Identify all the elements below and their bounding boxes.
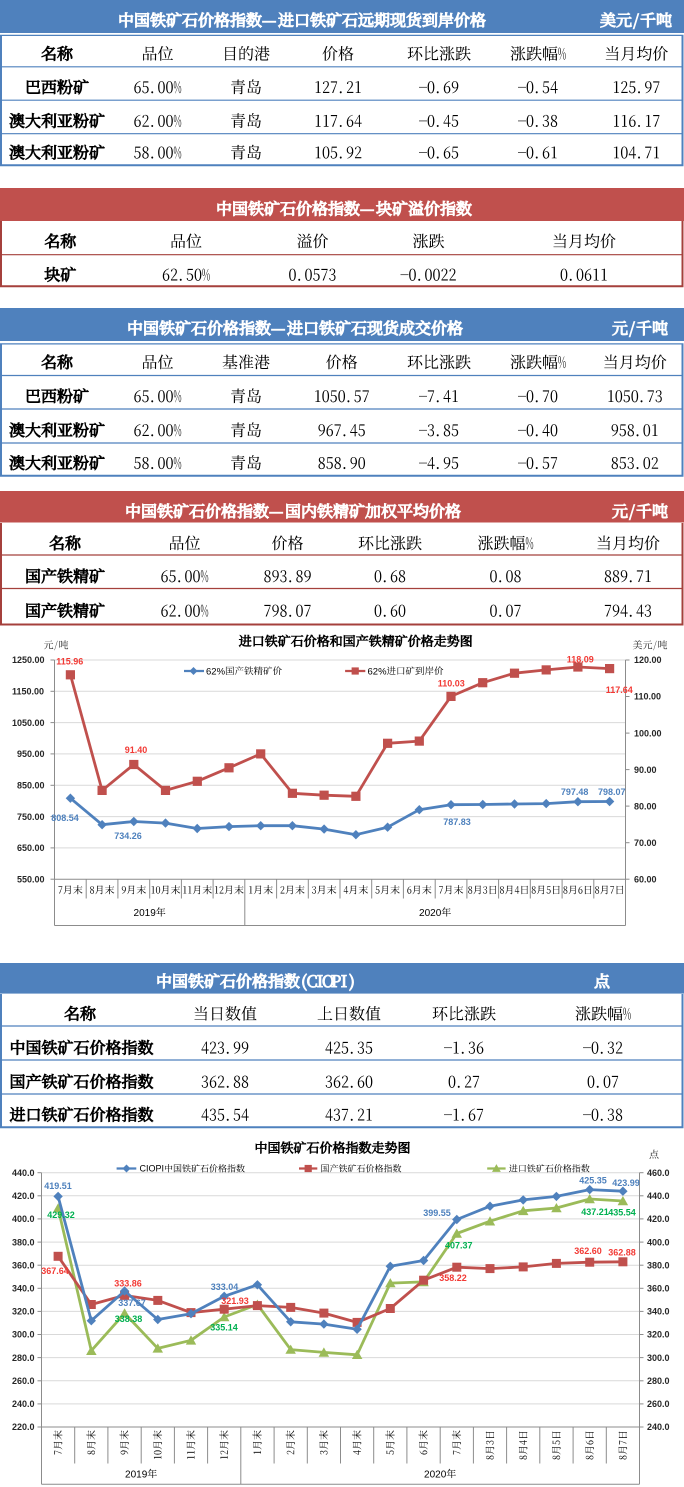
svg-text:360.0: 360.0 bbox=[647, 1283, 670, 1293]
svg-text:240.0: 240.0 bbox=[12, 1399, 35, 1409]
svg-text:280.0: 280.0 bbox=[12, 1353, 35, 1363]
svg-text:2020: 2020 bbox=[419, 908, 442, 919]
svg-text:850.00: 850.00 bbox=[17, 780, 45, 790]
svg-text:362.60: 362.60 bbox=[574, 1246, 602, 1256]
svg-text:400.0: 400.0 bbox=[12, 1214, 35, 1224]
svg-text:399.55: 399.55 bbox=[423, 1208, 451, 1218]
svg-text:787.83: 787.83 bbox=[443, 817, 471, 827]
svg-text:362.88: 362.88 bbox=[608, 1247, 636, 1257]
svg-text:321.93: 321.93 bbox=[221, 1296, 249, 1306]
svg-text:460.0: 460.0 bbox=[647, 1168, 670, 1178]
svg-text:950.00: 950.00 bbox=[17, 749, 45, 759]
svg-text:120.00: 120.00 bbox=[634, 655, 662, 665]
svg-text:419.51: 419.51 bbox=[44, 1181, 72, 1191]
svg-text:1150.00: 1150.00 bbox=[12, 687, 44, 697]
svg-text:118.09: 118.09 bbox=[567, 655, 594, 665]
svg-text:400.0: 400.0 bbox=[647, 1237, 670, 1247]
svg-text:808.54: 808.54 bbox=[51, 813, 79, 823]
svg-text:335.14: 335.14 bbox=[210, 1323, 238, 1333]
svg-text:423.99: 423.99 bbox=[612, 1178, 640, 1188]
svg-text:220.0: 220.0 bbox=[12, 1422, 35, 1432]
svg-text:260.0: 260.0 bbox=[12, 1376, 35, 1386]
svg-text:360.0: 360.0 bbox=[12, 1260, 35, 1270]
svg-text:1050.00: 1050.00 bbox=[12, 718, 45, 728]
svg-text:117.64: 117.64 bbox=[606, 685, 633, 695]
svg-text:110.00: 110.00 bbox=[634, 692, 661, 702]
svg-text:320.0: 320.0 bbox=[647, 1330, 670, 1340]
svg-text:110.03: 110.03 bbox=[438, 679, 465, 689]
svg-text:425.35: 425.35 bbox=[579, 1176, 607, 1186]
svg-text:750.00: 750.00 bbox=[17, 812, 45, 822]
svg-text:60.00: 60.00 bbox=[634, 874, 657, 884]
svg-text:338.38: 338.38 bbox=[115, 1314, 143, 1324]
svg-text:2020: 2020 bbox=[424, 1469, 447, 1480]
svg-text:440.0: 440.0 bbox=[12, 1168, 35, 1178]
svg-text:280.0: 280.0 bbox=[647, 1376, 670, 1386]
svg-text:CIOPI: CIOPI bbox=[140, 1164, 165, 1174]
svg-text:320.0: 320.0 bbox=[12, 1307, 35, 1317]
svg-text:2019: 2019 bbox=[134, 908, 157, 919]
svg-text:337.67: 337.67 bbox=[118, 1298, 146, 1308]
svg-text:734.26: 734.26 bbox=[114, 831, 142, 841]
svg-text:2019: 2019 bbox=[125, 1469, 148, 1480]
svg-text:437.21: 437.21 bbox=[581, 1207, 609, 1217]
svg-text:70.00: 70.00 bbox=[634, 838, 657, 848]
svg-text:1250.00: 1250.00 bbox=[12, 655, 45, 665]
svg-text:340.0: 340.0 bbox=[647, 1307, 670, 1317]
svg-text:62%: 62% bbox=[368, 666, 388, 677]
svg-text:90.00: 90.00 bbox=[634, 765, 657, 775]
svg-text:115.96: 115.96 bbox=[56, 657, 83, 667]
svg-text:420.0: 420.0 bbox=[647, 1214, 670, 1224]
svg-text:380.0: 380.0 bbox=[647, 1260, 670, 1270]
svg-text:797.48: 797.48 bbox=[561, 787, 589, 797]
svg-text:798.07: 798.07 bbox=[598, 787, 626, 797]
svg-text:91.40: 91.40 bbox=[125, 745, 148, 755]
svg-text:550.00: 550.00 bbox=[17, 874, 45, 884]
svg-text:333.04: 333.04 bbox=[211, 1282, 239, 1292]
svg-text:358.22: 358.22 bbox=[439, 1273, 467, 1283]
svg-text:240.0: 240.0 bbox=[647, 1422, 670, 1432]
svg-text:260.0: 260.0 bbox=[647, 1399, 670, 1409]
svg-text:407.37: 407.37 bbox=[445, 1241, 473, 1251]
svg-text:440.0: 440.0 bbox=[647, 1191, 670, 1201]
svg-text:300.0: 300.0 bbox=[647, 1353, 670, 1363]
svg-text:420.0: 420.0 bbox=[12, 1191, 35, 1201]
svg-text:100.00: 100.00 bbox=[634, 728, 662, 738]
svg-text:300.0: 300.0 bbox=[12, 1330, 35, 1340]
svg-text:380.0: 380.0 bbox=[12, 1237, 35, 1247]
svg-text:429.32: 429.32 bbox=[47, 1210, 75, 1220]
svg-text:340.0: 340.0 bbox=[12, 1283, 35, 1293]
svg-text:650.00: 650.00 bbox=[17, 843, 45, 853]
svg-text:333.86: 333.86 bbox=[114, 1279, 142, 1289]
svg-text:435.54: 435.54 bbox=[608, 1208, 636, 1218]
svg-text:62%: 62% bbox=[206, 666, 226, 677]
svg-text:367.64: 367.64 bbox=[41, 1266, 69, 1276]
svg-text:80.00: 80.00 bbox=[634, 801, 657, 811]
